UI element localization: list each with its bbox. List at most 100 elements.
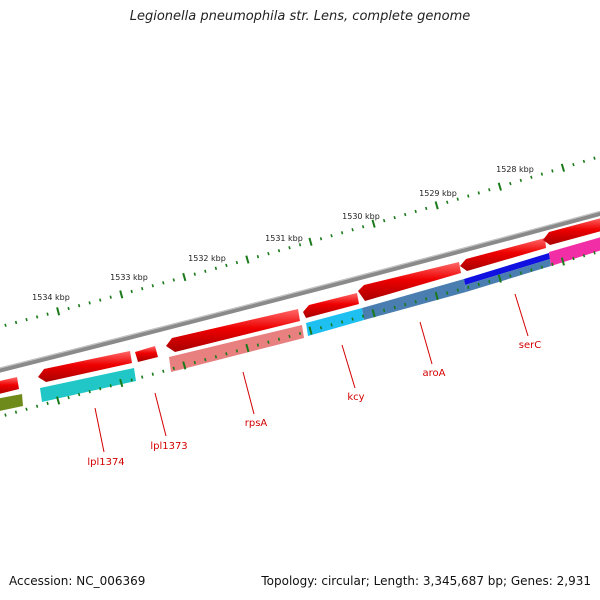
minor-tick bbox=[88, 389, 91, 394]
minor-tick bbox=[14, 410, 18, 414]
label-leaders bbox=[94, 293, 529, 453]
minor-tick bbox=[319, 326, 323, 330]
minor-tick bbox=[414, 300, 417, 304]
scale-label: 1534 kbp bbox=[32, 293, 70, 302]
minor-tick bbox=[35, 315, 39, 319]
genome-summary-text: Topology: circular; Length: 3,345,687 bp… bbox=[261, 574, 591, 588]
minor-tick bbox=[288, 246, 291, 250]
minor-tick bbox=[593, 251, 596, 255]
minor-tick bbox=[488, 279, 491, 284]
major-tick bbox=[434, 291, 439, 301]
minor-tick bbox=[477, 191, 480, 195]
major-tick bbox=[119, 290, 124, 299]
gene-label: lpl1373 bbox=[150, 441, 187, 452]
minor-tick bbox=[35, 404, 39, 408]
minor-tick bbox=[193, 360, 196, 365]
cds-arrow bbox=[0, 377, 19, 394]
major-tick bbox=[245, 255, 250, 264]
minor-tick bbox=[393, 215, 396, 220]
cog-band bbox=[464, 253, 550, 285]
minor-tick bbox=[162, 281, 165, 285]
minor-tick bbox=[467, 285, 470, 290]
minor-tick bbox=[298, 331, 302, 336]
scale-label: 1529 kbp bbox=[419, 189, 457, 198]
minor-tick bbox=[425, 297, 428, 301]
major-tick bbox=[56, 396, 61, 405]
minor-tick bbox=[141, 286, 144, 291]
gene-label: aroA bbox=[423, 368, 446, 379]
leader-line bbox=[419, 321, 433, 365]
major-tick bbox=[245, 343, 250, 353]
inner-tick-track bbox=[4, 251, 596, 417]
minor-tick bbox=[4, 413, 7, 417]
minor-tick bbox=[446, 200, 449, 204]
major-tick bbox=[182, 272, 187, 282]
minor-tick bbox=[540, 265, 544, 269]
minor-tick bbox=[67, 395, 70, 400]
minor-tick bbox=[225, 263, 228, 268]
minor-tick bbox=[551, 262, 554, 267]
minor-tick bbox=[382, 218, 386, 223]
gene-label: kcy bbox=[347, 392, 364, 403]
major-tick bbox=[119, 378, 124, 388]
minor-tick bbox=[582, 254, 586, 258]
cog-track bbox=[0, 237, 600, 411]
major-tick bbox=[308, 237, 313, 246]
minor-tick bbox=[414, 209, 417, 214]
cds-arrow bbox=[358, 262, 461, 301]
scale-labels: 1534 kbp 1533 kbp 1532 kbp 1531 kbp 1530… bbox=[32, 165, 534, 302]
minor-tick bbox=[361, 225, 365, 229]
minor-tick bbox=[14, 320, 18, 325]
minor-tick bbox=[141, 375, 144, 379]
cog-band bbox=[0, 394, 23, 411]
minor-tick bbox=[256, 254, 260, 259]
minor-tick bbox=[530, 268, 533, 272]
gene-label: lpl1374 bbox=[87, 457, 124, 468]
major-tick bbox=[371, 219, 376, 228]
minor-tick bbox=[582, 159, 586, 164]
minor-tick bbox=[25, 407, 28, 411]
gene-label: rpsA bbox=[245, 418, 268, 429]
scale-track bbox=[4, 156, 596, 327]
scale-label: 1533 kbp bbox=[110, 273, 148, 282]
cog-band bbox=[465, 259, 551, 292]
minor-tick bbox=[340, 231, 344, 235]
minor-tick bbox=[151, 284, 154, 288]
minor-tick bbox=[235, 349, 239, 353]
minor-tick bbox=[288, 334, 291, 339]
minor-tick bbox=[519, 271, 523, 275]
minor-tick bbox=[46, 312, 49, 316]
scale-label: 1531 kbp bbox=[265, 234, 303, 243]
scale-label: 1532 kbp bbox=[188, 254, 226, 263]
minor-tick bbox=[267, 251, 270, 256]
major-tick bbox=[371, 309, 376, 318]
genome-backbone bbox=[0, 210, 600, 373]
minor-tick bbox=[77, 303, 81, 308]
minor-tick bbox=[572, 162, 575, 167]
minor-tick bbox=[509, 181, 512, 186]
minor-tick bbox=[88, 301, 91, 305]
cds-arrow bbox=[166, 309, 300, 352]
leader-line bbox=[242, 371, 255, 415]
minor-tick bbox=[330, 323, 333, 327]
cog-band bbox=[362, 279, 466, 320]
leader-line bbox=[341, 344, 356, 389]
minor-tick bbox=[25, 318, 28, 322]
leader-line bbox=[514, 293, 529, 337]
minor-tick bbox=[361, 314, 365, 318]
minor-tick bbox=[204, 269, 207, 273]
minor-tick bbox=[77, 392, 81, 397]
minor-tick bbox=[277, 249, 281, 253]
cds-track bbox=[0, 218, 600, 394]
minor-tick bbox=[204, 357, 207, 362]
minor-tick bbox=[404, 302, 407, 307]
major-tick bbox=[434, 201, 439, 210]
scale-label: 1528 kbp bbox=[496, 165, 534, 174]
minor-tick bbox=[225, 352, 228, 356]
minor-tick bbox=[446, 291, 449, 295]
minor-tick bbox=[467, 194, 470, 198]
minor-tick bbox=[530, 175, 533, 179]
minor-tick bbox=[456, 288, 459, 292]
minor-tick bbox=[214, 355, 218, 359]
